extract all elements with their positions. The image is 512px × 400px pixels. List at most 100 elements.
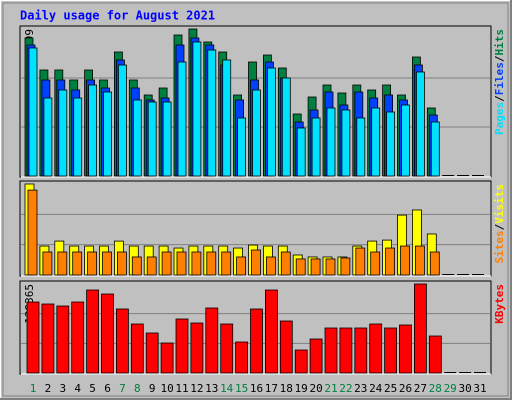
bar	[56, 305, 70, 374]
inner-frame	[2, 2, 509, 397]
bar	[73, 97, 83, 177]
bar	[415, 71, 425, 177]
bar	[237, 117, 247, 177]
legend-separator: /	[493, 223, 506, 230]
x-tick-label: 15	[235, 382, 248, 395]
x-tick-label: 14	[220, 382, 234, 395]
bar	[355, 247, 366, 276]
x-tick-label: 6	[104, 382, 111, 395]
x-tick-label: 27	[414, 382, 427, 395]
x-tick-label: 21	[324, 382, 337, 395]
bar	[117, 251, 127, 276]
x-tick-label: 12	[190, 382, 203, 395]
x-tick-label: 8	[134, 382, 141, 395]
bar	[294, 349, 308, 374]
x-tick-label: 16	[250, 382, 263, 395]
bar	[207, 49, 217, 177]
x-tick-label: 25	[384, 382, 397, 395]
bar	[130, 323, 144, 374]
bar	[236, 256, 247, 276]
x-tick-label: 20	[309, 382, 322, 395]
bar	[162, 101, 172, 177]
bar	[160, 342, 174, 374]
legend-entry: Visits	[493, 184, 506, 224]
x-tick-label: 17	[265, 382, 278, 395]
bar	[103, 91, 112, 177]
x-tick-label: 7	[119, 382, 126, 395]
bar	[190, 322, 204, 374]
x-tick-label: 4	[74, 382, 81, 395]
bar	[279, 320, 293, 374]
bar	[41, 303, 55, 374]
bar	[265, 256, 276, 276]
bar	[146, 256, 157, 276]
bar	[251, 249, 261, 276]
bar	[413, 283, 427, 374]
bar	[341, 109, 351, 177]
bar	[326, 107, 336, 177]
legend: Pages/Files/Hits	[493, 29, 506, 135]
bar	[339, 327, 353, 374]
bar	[205, 307, 219, 374]
bar	[369, 323, 383, 374]
bar	[461, 175, 470, 176]
bar	[476, 175, 484, 176]
chart-title: Daily usage for August 2021	[20, 9, 215, 23]
x-tick-label: 2	[45, 382, 52, 395]
bar	[400, 245, 410, 276]
bar	[27, 189, 38, 276]
bar	[325, 258, 336, 276]
bar	[430, 121, 440, 177]
bar	[191, 251, 202, 276]
bar	[42, 251, 53, 276]
bar	[72, 251, 83, 276]
x-tick-label: 1	[30, 382, 37, 395]
bar	[161, 251, 172, 276]
legend-separator: /	[493, 55, 506, 62]
bar	[222, 59, 232, 177]
bar	[176, 251, 187, 276]
x-tick-label: 13	[205, 382, 218, 395]
bar	[58, 89, 68, 177]
bar	[145, 332, 159, 374]
legend-entry: Files	[493, 62, 506, 95]
x-tick-label: 24	[369, 382, 383, 395]
x-tick-label: 19	[295, 382, 308, 395]
x-tick-label: 3	[59, 382, 66, 395]
bar	[446, 175, 455, 176]
bar	[26, 301, 40, 374]
bar	[354, 327, 368, 374]
bar	[445, 274, 455, 275]
bar	[386, 111, 396, 177]
bar	[43, 97, 53, 177]
bar	[399, 324, 412, 374]
x-tick-label: 31	[473, 382, 486, 395]
bar	[252, 89, 261, 177]
bar	[86, 289, 99, 374]
x-tick-label: 22	[339, 382, 352, 395]
bar	[88, 84, 97, 177]
x-tick-label: 5	[89, 382, 96, 395]
bar	[324, 327, 338, 374]
bar	[101, 293, 114, 374]
bar	[444, 372, 457, 373]
bar	[57, 251, 68, 276]
legend: Sites/Visits	[493, 184, 506, 264]
bar	[118, 64, 127, 177]
legend-entry: KBytes	[493, 284, 506, 324]
bar	[429, 251, 440, 276]
bar	[264, 289, 278, 374]
bar	[175, 318, 189, 374]
bar	[102, 251, 112, 276]
legend-entry: Pages	[493, 102, 506, 135]
bar	[459, 372, 472, 373]
bar	[370, 251, 381, 276]
bar	[206, 251, 217, 276]
x-tick-label: 10	[160, 382, 173, 395]
bar	[266, 67, 276, 177]
bar	[356, 117, 366, 177]
x-tick-label: 26	[399, 382, 412, 395]
x-tick-label: 18	[280, 382, 293, 395]
